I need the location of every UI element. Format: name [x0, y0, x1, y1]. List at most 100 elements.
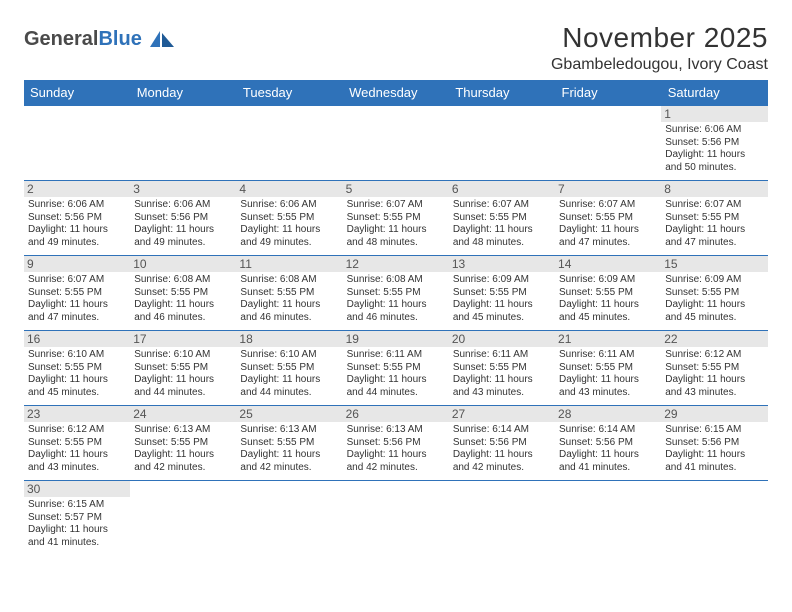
day-cell: 30Sunrise: 6:15 AMSunset: 5:57 PMDayligh… — [24, 481, 130, 556]
day-info: Sunrise: 6:13 AMSunset: 5:55 PMDaylight:… — [134, 424, 232, 474]
sunset-text: Sunset: 5:55 PM — [453, 362, 551, 375]
sunrise-text: Sunrise: 6:09 AM — [559, 274, 657, 287]
daylight-text: Daylight: 11 hours and 46 minutes. — [347, 299, 445, 324]
sunset-text: Sunset: 5:55 PM — [28, 437, 126, 450]
day-cell: 19Sunrise: 6:11 AMSunset: 5:55 PMDayligh… — [343, 331, 449, 406]
month-title: November 2025 — [551, 22, 768, 54]
day-number: 26 — [343, 406, 449, 422]
day-header: Friday — [555, 80, 661, 106]
calendar-row: 23Sunrise: 6:12 AMSunset: 5:55 PMDayligh… — [24, 406, 768, 481]
day-number: 28 — [555, 406, 661, 422]
calendar-row: 2Sunrise: 6:06 AMSunset: 5:56 PMDaylight… — [24, 181, 768, 256]
day-info: Sunrise: 6:15 AMSunset: 5:57 PMDaylight:… — [28, 499, 126, 549]
day-cell: 13Sunrise: 6:09 AMSunset: 5:55 PMDayligh… — [449, 256, 555, 331]
sunset-text: Sunset: 5:57 PM — [28, 512, 126, 525]
day-cell: 15Sunrise: 6:09 AMSunset: 5:55 PMDayligh… — [661, 256, 767, 331]
sunset-text: Sunset: 5:56 PM — [665, 137, 763, 150]
daylight-text: Daylight: 11 hours and 42 minutes. — [453, 449, 551, 474]
day-header: Tuesday — [236, 80, 342, 106]
day-info: Sunrise: 6:07 AMSunset: 5:55 PMDaylight:… — [347, 199, 445, 249]
daylight-text: Daylight: 11 hours and 44 minutes. — [347, 374, 445, 399]
day-number: 9 — [24, 256, 130, 272]
empty-cell — [449, 481, 555, 556]
sunrise-text: Sunrise: 6:15 AM — [665, 424, 763, 437]
day-number: 5 — [343, 181, 449, 197]
day-number: 25 — [236, 406, 342, 422]
daylight-text: Daylight: 11 hours and 50 minutes. — [665, 149, 763, 174]
day-info: Sunrise: 6:07 AMSunset: 5:55 PMDaylight:… — [453, 199, 551, 249]
day-cell: 14Sunrise: 6:09 AMSunset: 5:55 PMDayligh… — [555, 256, 661, 331]
sunrise-text: Sunrise: 6:13 AM — [240, 424, 338, 437]
calendar-body: 1Sunrise: 6:06 AMSunset: 5:56 PMDaylight… — [24, 106, 768, 555]
day-header: Monday — [130, 80, 236, 106]
daylight-text: Daylight: 11 hours and 49 minutes. — [240, 224, 338, 249]
day-info: Sunrise: 6:06 AMSunset: 5:56 PMDaylight:… — [134, 199, 232, 249]
day-number: 27 — [449, 406, 555, 422]
day-number: 23 — [24, 406, 130, 422]
sunrise-text: Sunrise: 6:13 AM — [134, 424, 232, 437]
sunrise-text: Sunrise: 6:06 AM — [240, 199, 338, 212]
daylight-text: Daylight: 11 hours and 49 minutes. — [134, 224, 232, 249]
day-cell: 12Sunrise: 6:08 AMSunset: 5:55 PMDayligh… — [343, 256, 449, 331]
sunrise-text: Sunrise: 6:11 AM — [453, 349, 551, 362]
daylight-text: Daylight: 11 hours and 47 minutes. — [665, 224, 763, 249]
day-number: 13 — [449, 256, 555, 272]
day-cell: 29Sunrise: 6:15 AMSunset: 5:56 PMDayligh… — [661, 406, 767, 481]
day-cell: 16Sunrise: 6:10 AMSunset: 5:55 PMDayligh… — [24, 331, 130, 406]
sunset-text: Sunset: 5:55 PM — [347, 212, 445, 225]
sunset-text: Sunset: 5:55 PM — [240, 362, 338, 375]
sunrise-text: Sunrise: 6:09 AM — [453, 274, 551, 287]
empty-cell — [236, 106, 342, 181]
day-info: Sunrise: 6:09 AMSunset: 5:55 PMDaylight:… — [665, 274, 763, 324]
day-info: Sunrise: 6:08 AMSunset: 5:55 PMDaylight:… — [240, 274, 338, 324]
daylight-text: Daylight: 11 hours and 44 minutes. — [240, 374, 338, 399]
day-number: 11 — [236, 256, 342, 272]
day-number: 6 — [449, 181, 555, 197]
header: GeneralBlue November 2025 Gbambeledougou… — [24, 22, 768, 74]
sunset-text: Sunset: 5:56 PM — [134, 212, 232, 225]
sunrise-text: Sunrise: 6:09 AM — [665, 274, 763, 287]
sunset-text: Sunset: 5:55 PM — [665, 362, 763, 375]
empty-cell — [343, 106, 449, 181]
sunset-text: Sunset: 5:55 PM — [559, 212, 657, 225]
daylight-text: Daylight: 11 hours and 45 minutes. — [665, 299, 763, 324]
sunrise-text: Sunrise: 6:07 AM — [347, 199, 445, 212]
sunrise-text: Sunrise: 6:06 AM — [28, 199, 126, 212]
sunset-text: Sunset: 5:55 PM — [347, 287, 445, 300]
day-cell: 23Sunrise: 6:12 AMSunset: 5:55 PMDayligh… — [24, 406, 130, 481]
day-cell: 24Sunrise: 6:13 AMSunset: 5:55 PMDayligh… — [130, 406, 236, 481]
day-info: Sunrise: 6:13 AMSunset: 5:55 PMDaylight:… — [240, 424, 338, 474]
day-cell: 6 Sunrise: 6:07 AMSunset: 5:55 PMDaylight… — [449, 181, 555, 256]
sunrise-text: Sunrise: 6:10 AM — [240, 349, 338, 362]
title-block: November 2025 Gbambeledougou, Ivory Coas… — [551, 22, 768, 74]
day-info: Sunrise: 6:06 AMSunset: 5:56 PMDaylight:… — [28, 199, 126, 249]
day-number: 1 — [661, 106, 767, 122]
day-header: Thursday — [449, 80, 555, 106]
empty-cell — [449, 106, 555, 181]
day-info: Sunrise: 6:14 AMSunset: 5:56 PMDaylight:… — [559, 424, 657, 474]
sunset-text: Sunset: 5:56 PM — [28, 212, 126, 225]
day-cell: 1Sunrise: 6:06 AMSunset: 5:56 PMDaylight… — [661, 106, 767, 181]
day-header-row: SundayMondayTuesdayWednesdayThursdayFrid… — [24, 80, 768, 106]
empty-cell — [343, 481, 449, 556]
day-cell: 17Sunrise: 6:10 AMSunset: 5:55 PMDayligh… — [130, 331, 236, 406]
daylight-text: Daylight: 11 hours and 43 minutes. — [28, 449, 126, 474]
sunset-text: Sunset: 5:55 PM — [134, 287, 232, 300]
sunset-text: Sunset: 5:55 PM — [453, 212, 551, 225]
day-number: 8 — [661, 181, 767, 197]
sail-icon — [148, 29, 176, 49]
sunset-text: Sunset: 5:55 PM — [134, 362, 232, 375]
logo-text: GeneralBlue — [24, 28, 142, 51]
empty-cell — [130, 481, 236, 556]
day-number: 12 — [343, 256, 449, 272]
day-number: 2 — [24, 181, 130, 197]
calendar-row: 9Sunrise: 6:07 AMSunset: 5:55 PMDaylight… — [24, 256, 768, 331]
day-info: Sunrise: 6:07 AMSunset: 5:55 PMDaylight:… — [665, 199, 763, 249]
sunrise-text: Sunrise: 6:12 AM — [665, 349, 763, 362]
daylight-text: Daylight: 11 hours and 42 minutes. — [240, 449, 338, 474]
daylight-text: Daylight: 11 hours and 49 minutes. — [28, 224, 126, 249]
day-info: Sunrise: 6:08 AMSunset: 5:55 PMDaylight:… — [134, 274, 232, 324]
sunrise-text: Sunrise: 6:14 AM — [559, 424, 657, 437]
sunset-text: Sunset: 5:55 PM — [347, 362, 445, 375]
sunset-text: Sunset: 5:56 PM — [665, 437, 763, 450]
